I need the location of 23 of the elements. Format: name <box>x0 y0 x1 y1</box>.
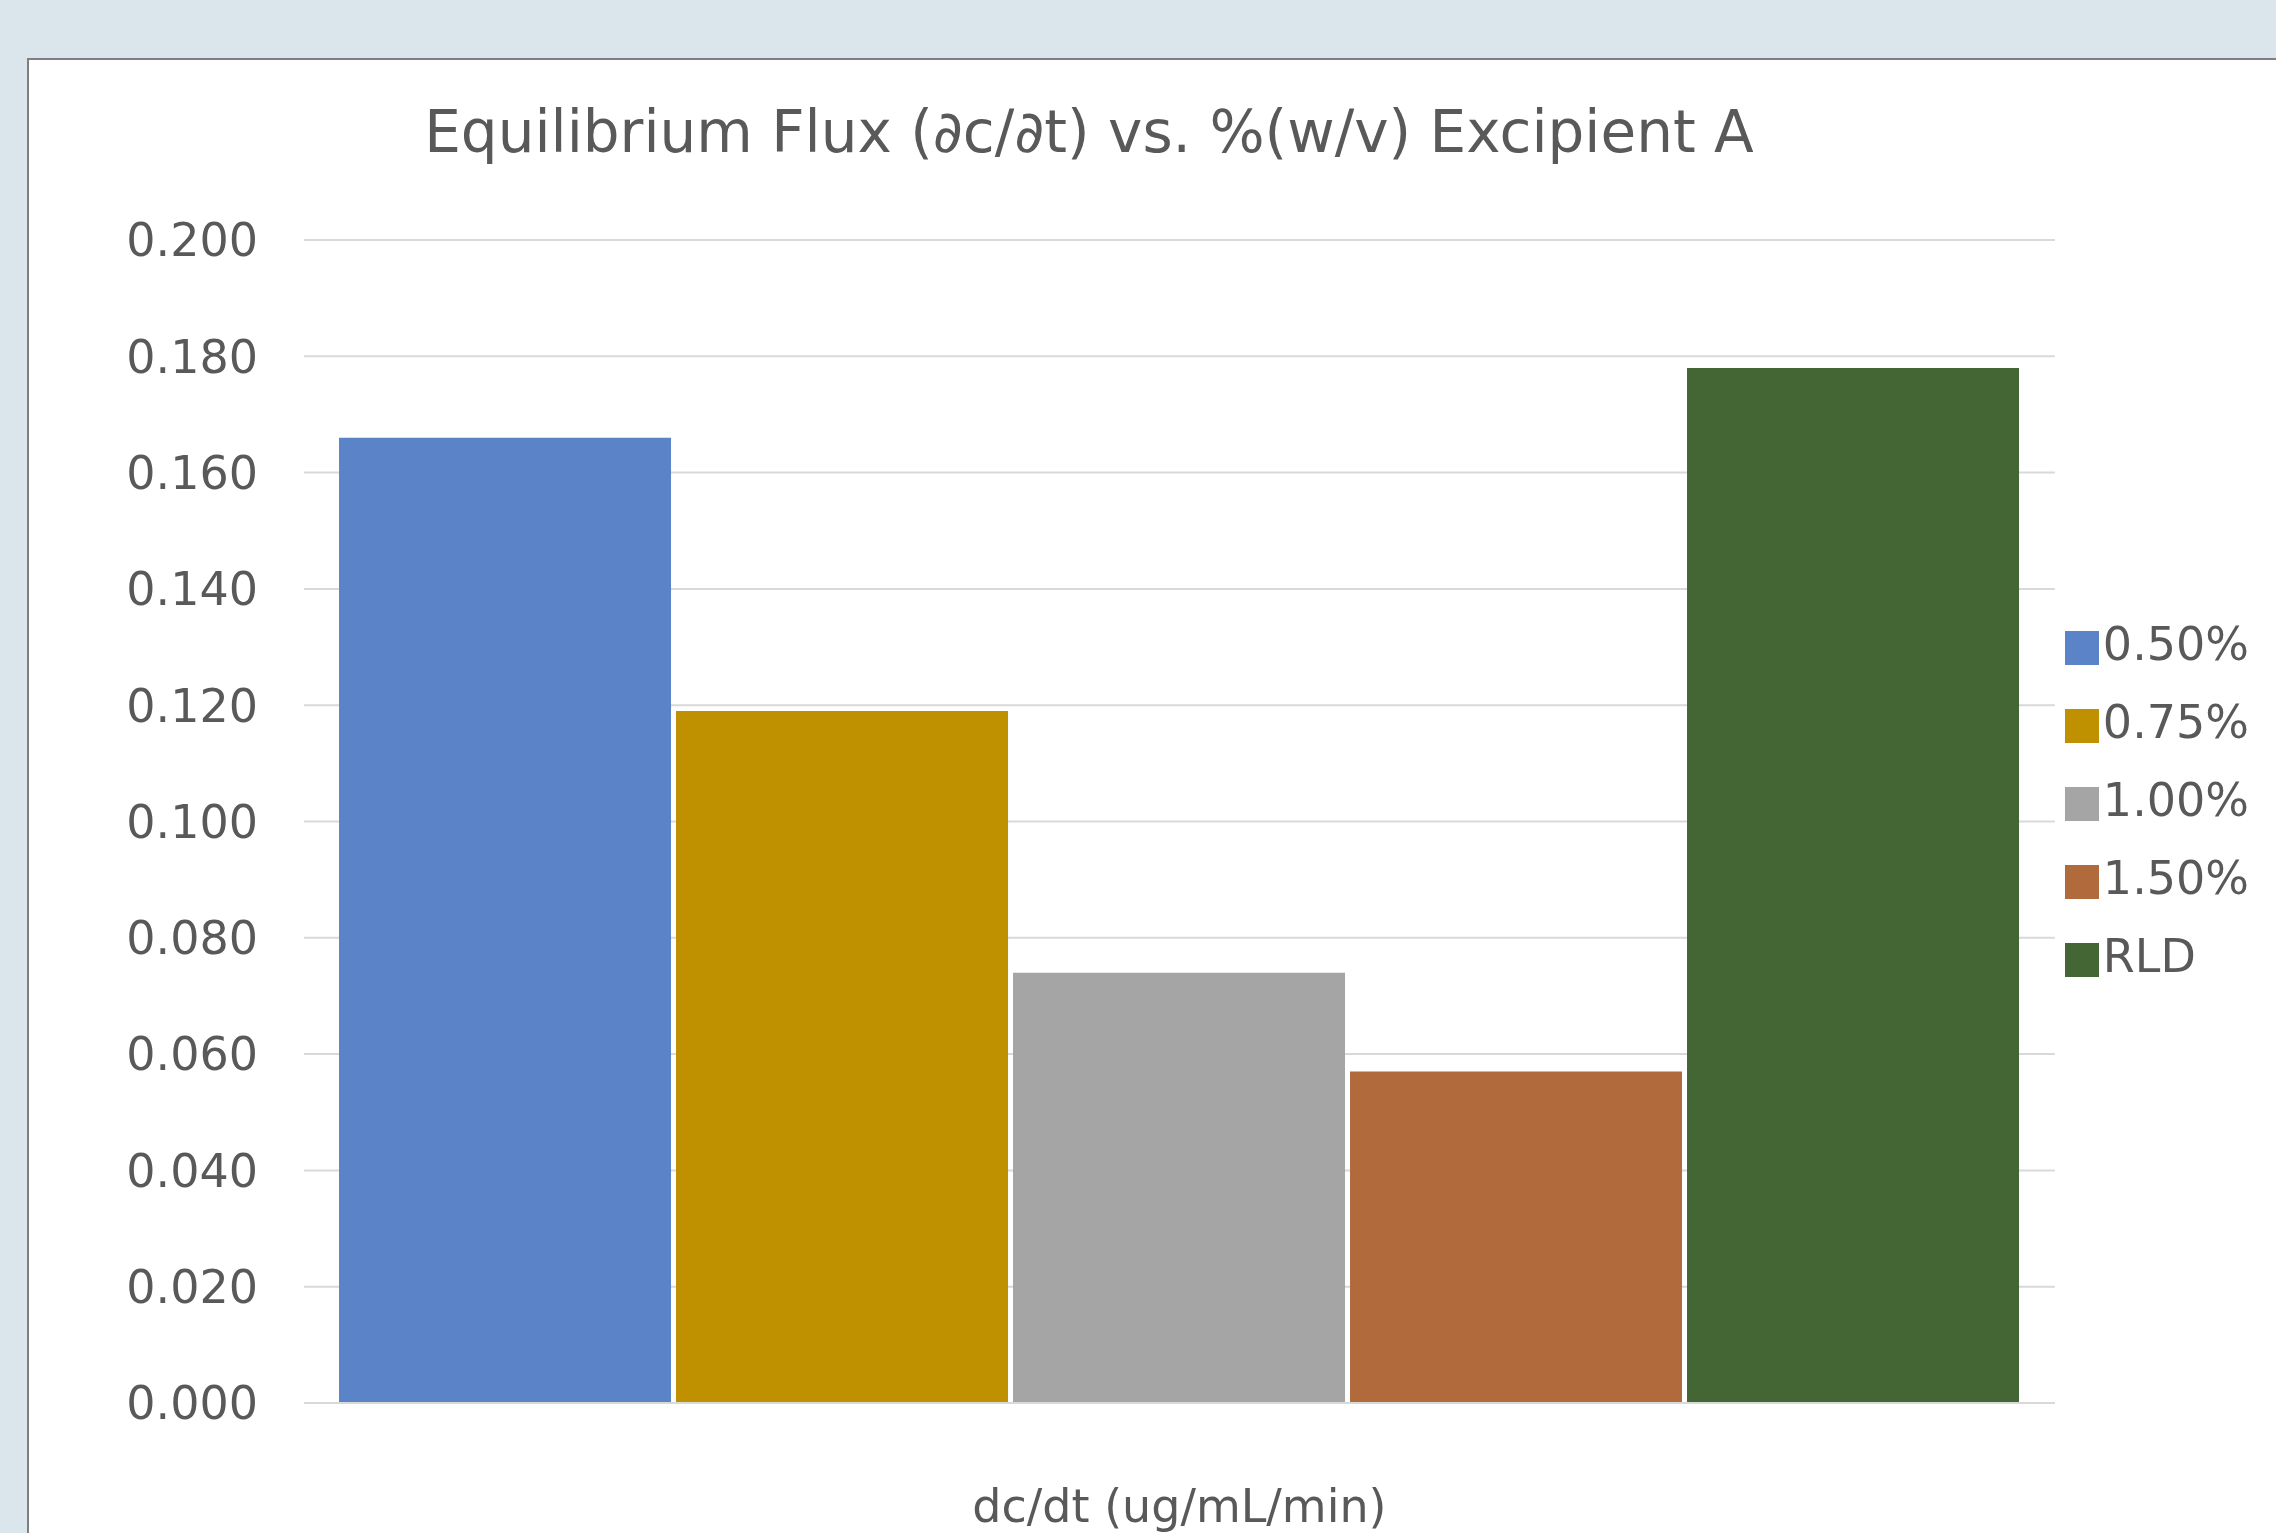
legend-label: 0.50% <box>2102 617 2249 671</box>
bar <box>1687 367 2020 1403</box>
bar <box>676 711 1009 1403</box>
y-tick-label: 0.080 <box>126 911 258 966</box>
chart-title: Equilibrium Flux (∂c/∂t) vs. %(w/v) Excipient A <box>423 98 1755 166</box>
y-tick-label: 0.200 <box>126 213 258 268</box>
y-tick-label: 0.000 <box>126 1376 258 1431</box>
legend-label: RLD <box>2102 929 2196 983</box>
legend-label: 1.00% <box>2102 773 2249 827</box>
y-tick-label: 0.040 <box>126 1143 258 1198</box>
bar <box>1350 1071 1683 1403</box>
bar <box>1013 972 1346 1403</box>
x-axis-title: dc/dt (ug/mL/min) <box>972 1479 1387 1533</box>
y-tick-label: 0.160 <box>126 445 258 500</box>
y-tick-label: 0.120 <box>126 678 258 733</box>
legend-label: 1.50% <box>2102 851 2249 905</box>
y-tick-label: 0.180 <box>126 329 258 384</box>
legend-label: 0.75% <box>2102 695 2249 749</box>
bar <box>339 437 672 1403</box>
y-tick-label: 0.100 <box>126 794 258 849</box>
y-tick-label: 0.140 <box>126 562 258 617</box>
y-tick-label: 0.020 <box>126 1260 258 1315</box>
y-tick-label: 0.060 <box>126 1027 258 1082</box>
